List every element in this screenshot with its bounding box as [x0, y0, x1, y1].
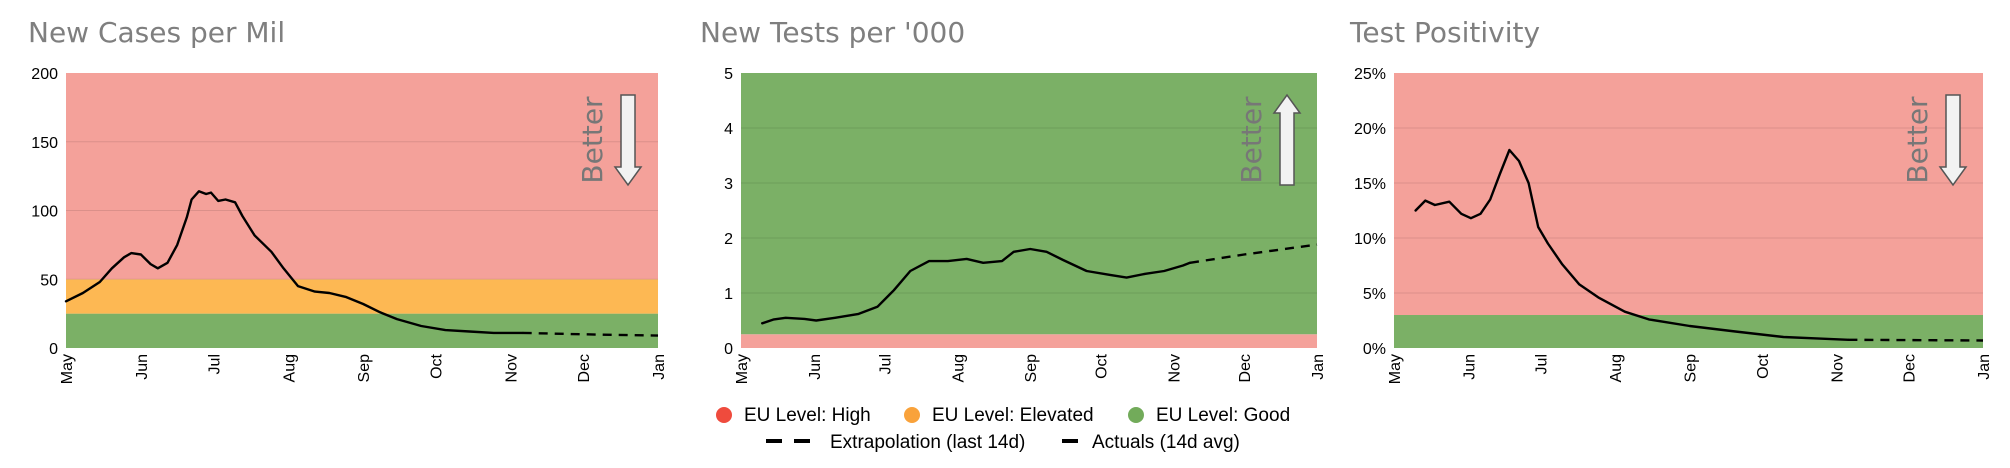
better-label: Better [1235, 96, 1268, 184]
x-tick-label: Sep [356, 354, 373, 383]
y-tick-label: 0% [1363, 341, 1386, 358]
x-tick-label: Aug [950, 354, 967, 382]
band-good [66, 313, 658, 348]
y-tick-label: 200 [31, 66, 58, 83]
arrow-up-icon [1272, 93, 1302, 186]
legend-item-extrapolation: Extrapolation (last 14d) [766, 432, 1025, 453]
extrapolation-line [522, 331, 659, 337]
x-tick-label: Jun [134, 354, 151, 380]
legend-item-actual: Actuals (14d avg) [1062, 432, 1240, 453]
y-tick-label: 5 [724, 66, 733, 83]
legend-dot-icon [904, 407, 920, 423]
y-tick-label: 25% [1354, 66, 1386, 83]
x-tick-label: Aug [281, 354, 298, 382]
y-tick-label: 50 [40, 272, 58, 289]
x-tick-label: Oct [1094, 353, 1111, 378]
actuals-line [64, 190, 524, 335]
band-elevated [66, 279, 658, 314]
chart-panel-2: New Tests per '000 0 1 2 3 4 5 May Jun Jul Aug Sep O… [700, 16, 1327, 384]
x-tick-label: Jul [1534, 354, 1551, 374]
arrow-down-icon [1938, 94, 1968, 187]
x-tick-label: Dec [1901, 354, 1918, 382]
x-tick-label: Oct [429, 353, 446, 378]
x-tick-label: Jun [1462, 354, 1479, 380]
x-tick-label: May [734, 354, 751, 384]
y-tick-label: 150 [31, 135, 58, 152]
y-tick-label: 100 [31, 204, 58, 221]
y-tick-label: 2 [724, 231, 733, 248]
better-annotation: Better [1235, 93, 1302, 186]
legend-dot-icon [1128, 407, 1144, 423]
x-tick-label: Aug [1608, 354, 1625, 382]
legend-label: EU Level: Elevated [932, 405, 1094, 426]
x-tick-label: Jan [1976, 354, 1993, 380]
y-tick-label: 0 [49, 341, 58, 358]
x-tick-label: Nov [1829, 354, 1846, 382]
x-tick-label: May [59, 354, 76, 384]
x-tick-label: Jul [877, 354, 894, 374]
band-good [741, 73, 1317, 335]
legend-label: Extrapolation (last 14d) [830, 432, 1025, 453]
y-tick-label: 0 [724, 341, 733, 358]
legend-label: Actuals (14d avg) [1092, 432, 1240, 453]
legend: EU Level: High EU Level: Elevated EU Level… [716, 405, 1290, 453]
legend-item-elevated: EU Level: Elevated [904, 405, 1094, 426]
better-annotation: Better [1901, 94, 1968, 187]
x-tick-label: Sep [1683, 354, 1700, 383]
legend-label: EU Level: High [744, 405, 871, 426]
chart-title: New Cases per Mil [28, 16, 285, 49]
legend-item-good: EU Level: Good [1128, 405, 1290, 426]
y-tick-label: 3 [724, 176, 733, 193]
x-tick-label: May [1387, 354, 1404, 384]
x-tick-label: Sep [1023, 354, 1040, 383]
legend-label: EU Level: Good [1156, 405, 1290, 426]
x-tick-label: Nov [504, 354, 521, 382]
y-tick-label: 4 [724, 121, 733, 138]
arrow-down-icon [613, 94, 643, 187]
y-tick-label: 1 [724, 286, 733, 303]
x-tick-label: Nov [1167, 354, 1184, 382]
x-tick-label: Dec [1237, 354, 1254, 382]
x-tick-label: Jun [807, 354, 824, 380]
band-good [1394, 315, 1983, 348]
legend-dot-icon [716, 407, 732, 423]
legend-item-high: EU Level: High [716, 405, 871, 426]
better-annotation: Better [576, 94, 643, 187]
actuals-line [1414, 148, 1850, 341]
chart-panel-1: New Cases per Mil 0 50 100 150 200 May Jun Jul Au… [28, 16, 668, 384]
y-tick-label: 15% [1354, 176, 1386, 193]
band-high [741, 334, 1317, 348]
better-label: Better [576, 96, 609, 184]
y-tick-label: 5% [1363, 286, 1386, 303]
actuals-line [761, 247, 1192, 325]
extrapolation-line [1189, 243, 1318, 264]
x-tick-label: Oct [1755, 353, 1772, 378]
x-tick-label: Jan [1310, 354, 1327, 380]
y-tick-label: 20% [1354, 121, 1386, 138]
x-tick-label: Jul [206, 354, 223, 374]
y-tick-label: 10% [1354, 231, 1386, 248]
chart-title: New Tests per '000 [700, 16, 965, 49]
x-tick-label: Dec [576, 354, 593, 382]
band-high [1394, 73, 1983, 315]
better-label: Better [1901, 96, 1934, 184]
x-tick-label: Jan [651, 354, 668, 380]
extrapolation-line [1848, 338, 1984, 342]
chart-panel-3: Test Positivity 0% 5% 10% 15% 20% 25% May Jun Jul… [1349, 16, 1993, 384]
chart-title: Test Positivity [1349, 16, 1540, 49]
band-high [66, 73, 658, 280]
